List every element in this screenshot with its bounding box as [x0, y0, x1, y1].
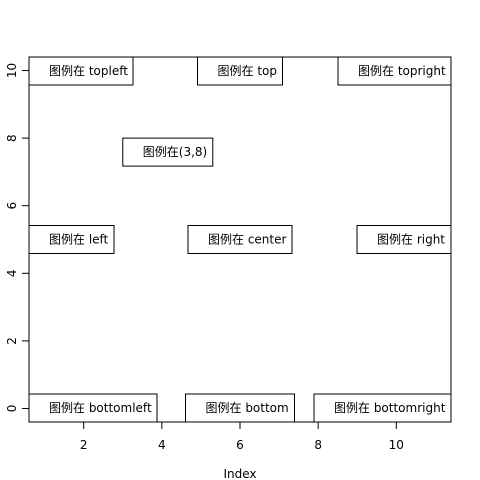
legend-bottom: 图例在 bottom	[185, 393, 295, 423]
legend-xy: 图例在(3,8)	[122, 137, 214, 167]
legend-label: 图例在 topright	[358, 64, 446, 78]
legend-left: 图例在 left	[28, 225, 115, 254]
legend-label: 图例在 right	[377, 233, 445, 247]
legend-right: 图例在 right	[356, 225, 452, 254]
legend-label: 图例在 topleft	[49, 64, 128, 78]
legend-label: 图例在 bottomright	[334, 401, 446, 415]
x-tick-label: 4	[158, 438, 166, 452]
legend-bottomleft: 图例在 bottomleft	[28, 393, 158, 423]
legend-box	[28, 393, 158, 423]
x-tick-label: 6	[236, 438, 244, 452]
x-tick-label: 10	[389, 438, 404, 452]
legend-box	[28, 56, 134, 86]
y-tick-label: 0	[5, 405, 19, 413]
y-tick-label: 10	[5, 63, 19, 78]
legend-center: 图例在 center	[187, 225, 293, 254]
y-tick-label: 8	[5, 134, 19, 142]
legend-topright: 图例在 topright	[337, 56, 452, 86]
x-tick-label: 2	[80, 438, 88, 452]
legend-label: 图例在 top	[218, 64, 277, 78]
legend-box	[185, 393, 295, 423]
legend-boxes: 图例在 topleft 图例在 top 图例在 topright 图例在(3,8) 图例…	[28, 56, 452, 423]
legend-box	[197, 56, 283, 86]
legend-bottomright: 图例在 bottomright	[313, 393, 452, 423]
legend-label: 图例在 bottomleft	[49, 401, 152, 415]
x-tick-label: 8	[314, 438, 322, 452]
legend-box	[187, 225, 293, 254]
legend-box	[337, 56, 452, 86]
legend-label: 图例在 center	[208, 233, 286, 247]
y-axis: 0 2 4 6 8 10	[5, 63, 30, 413]
legend-box	[122, 137, 214, 167]
legend-label: 图例在 bottom	[206, 401, 289, 415]
legend-top: 图例在 top	[197, 56, 283, 86]
x-axis-title: Index	[223, 467, 256, 480]
legend-label: 图例在 left	[49, 233, 109, 247]
legend-box	[313, 393, 452, 423]
legend-topleft: 图例在 topleft	[28, 56, 134, 86]
x-axis: 2 4 6 8 10	[80, 421, 404, 452]
legend-box	[356, 225, 452, 254]
y-tick-label: 4	[5, 269, 19, 277]
y-tick-label: 6	[5, 202, 19, 210]
legend-label: 图例在(3,8)	[143, 145, 207, 159]
y-tick-label: 2	[5, 337, 19, 345]
legend-box	[28, 225, 115, 254]
